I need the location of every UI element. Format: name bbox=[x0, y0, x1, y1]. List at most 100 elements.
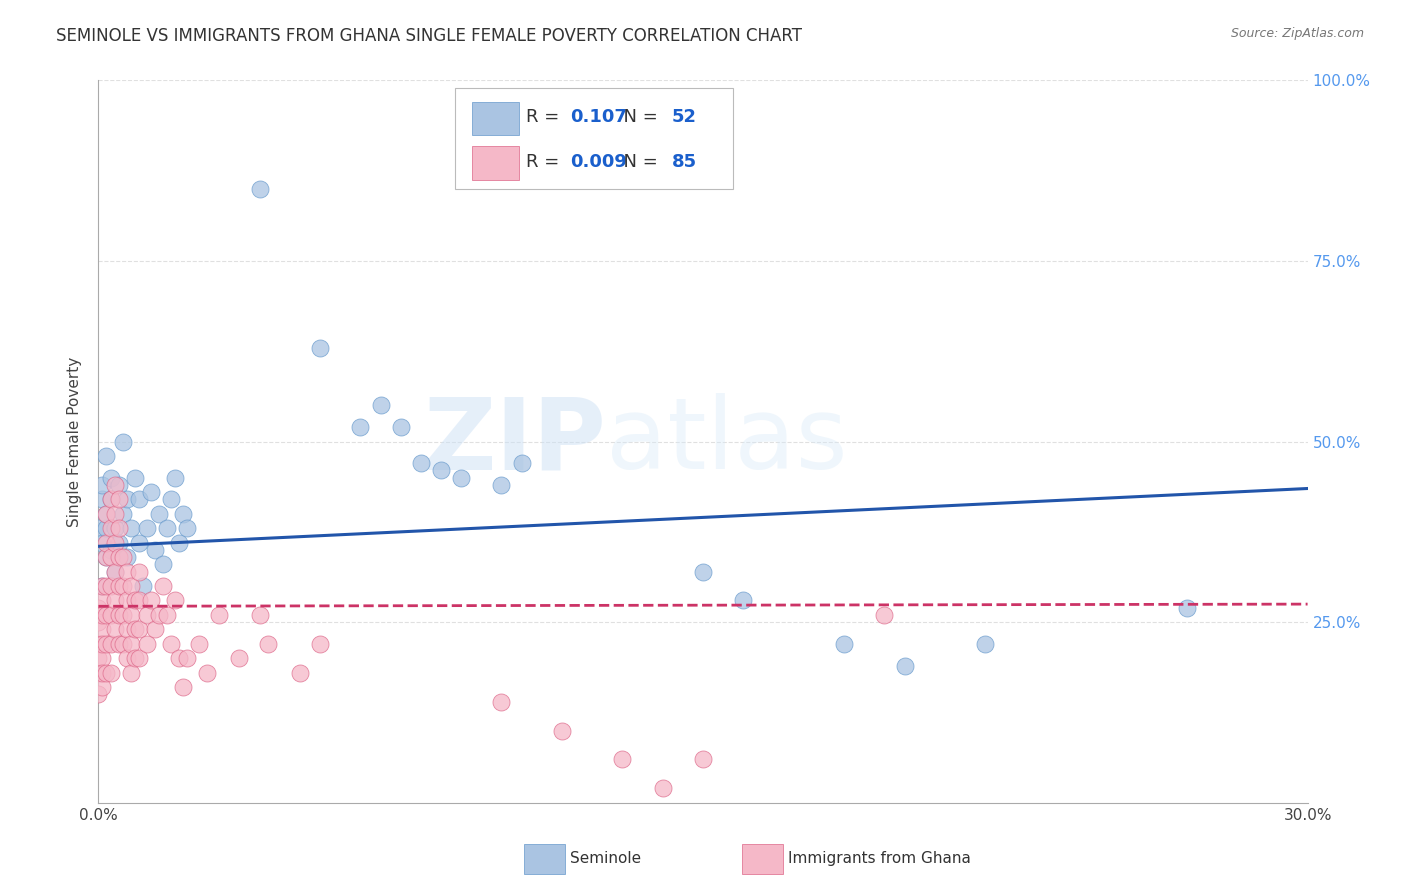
Point bbox=[87, 600, 110, 615]
Point bbox=[111, 637, 134, 651]
Point bbox=[87, 615, 110, 630]
Point bbox=[100, 470, 122, 484]
Point bbox=[167, 651, 190, 665]
Point bbox=[832, 637, 855, 651]
Point bbox=[167, 535, 190, 549]
Point bbox=[148, 507, 170, 521]
Point bbox=[115, 492, 138, 507]
Point bbox=[135, 521, 157, 535]
Point bbox=[87, 637, 110, 651]
Point bbox=[91, 535, 114, 549]
Point bbox=[100, 492, 122, 507]
Point bbox=[172, 680, 194, 694]
Point bbox=[91, 623, 114, 637]
Text: Seminole: Seminole bbox=[569, 851, 641, 866]
Point bbox=[91, 579, 114, 593]
Point bbox=[103, 535, 125, 549]
Point bbox=[91, 579, 114, 593]
Point bbox=[107, 492, 129, 507]
Point bbox=[91, 680, 114, 694]
Text: 52: 52 bbox=[672, 109, 696, 127]
Point bbox=[103, 507, 125, 521]
Point bbox=[100, 550, 122, 565]
Point bbox=[91, 665, 114, 680]
Point bbox=[111, 507, 134, 521]
Point bbox=[111, 579, 134, 593]
Point bbox=[111, 550, 134, 565]
Point bbox=[115, 623, 138, 637]
Point bbox=[107, 607, 129, 622]
Point bbox=[120, 607, 142, 622]
Point bbox=[96, 507, 118, 521]
Point bbox=[491, 695, 513, 709]
Point bbox=[111, 434, 134, 449]
FancyBboxPatch shape bbox=[524, 844, 565, 873]
Point bbox=[115, 651, 138, 665]
Point bbox=[651, 781, 673, 796]
Point bbox=[288, 665, 311, 680]
Point bbox=[96, 607, 118, 622]
Point bbox=[510, 456, 533, 470]
Point bbox=[103, 521, 125, 535]
Point bbox=[349, 420, 371, 434]
Point bbox=[96, 637, 118, 651]
Point bbox=[143, 542, 166, 557]
Point bbox=[124, 593, 146, 607]
Point bbox=[107, 478, 129, 492]
FancyBboxPatch shape bbox=[472, 103, 519, 136]
Point bbox=[87, 687, 110, 701]
Point bbox=[100, 665, 122, 680]
Point bbox=[135, 607, 157, 622]
Point bbox=[309, 637, 332, 651]
Text: R =: R = bbox=[526, 109, 565, 127]
Point bbox=[160, 492, 183, 507]
Point bbox=[188, 637, 211, 651]
Point bbox=[430, 463, 453, 477]
Point bbox=[91, 492, 114, 507]
Point bbox=[135, 637, 157, 651]
Text: ZIP: ZIP bbox=[423, 393, 606, 490]
Point bbox=[115, 550, 138, 565]
Point bbox=[100, 521, 122, 535]
Point bbox=[120, 637, 142, 651]
Point bbox=[91, 593, 114, 607]
Point bbox=[115, 565, 138, 579]
Point bbox=[370, 398, 392, 412]
Y-axis label: Single Female Poverty: Single Female Poverty bbox=[67, 357, 83, 526]
Point bbox=[160, 637, 183, 651]
Point bbox=[148, 607, 170, 622]
Point bbox=[87, 665, 110, 680]
Point bbox=[551, 723, 574, 738]
Point bbox=[256, 637, 278, 651]
Point bbox=[128, 593, 150, 607]
Point bbox=[172, 507, 194, 521]
Point bbox=[91, 637, 114, 651]
Point bbox=[111, 607, 134, 622]
Point bbox=[692, 565, 714, 579]
Point bbox=[450, 470, 472, 484]
Point bbox=[208, 607, 231, 622]
Point bbox=[103, 478, 125, 492]
Point bbox=[612, 752, 634, 766]
Point bbox=[96, 550, 118, 565]
Point bbox=[103, 623, 125, 637]
Point bbox=[139, 485, 162, 500]
Point bbox=[87, 521, 110, 535]
Point bbox=[100, 637, 122, 651]
Point bbox=[491, 478, 513, 492]
Text: 85: 85 bbox=[672, 153, 697, 170]
Point bbox=[128, 535, 150, 549]
Point bbox=[87, 651, 110, 665]
Point bbox=[91, 651, 114, 665]
Point bbox=[96, 665, 118, 680]
Point bbox=[120, 521, 142, 535]
Point bbox=[96, 507, 118, 521]
Point bbox=[128, 492, 150, 507]
Point bbox=[96, 521, 118, 535]
Point bbox=[107, 637, 129, 651]
Point bbox=[228, 651, 250, 665]
Point bbox=[96, 449, 118, 463]
Point bbox=[100, 492, 122, 507]
FancyBboxPatch shape bbox=[742, 844, 783, 873]
Point bbox=[103, 593, 125, 607]
